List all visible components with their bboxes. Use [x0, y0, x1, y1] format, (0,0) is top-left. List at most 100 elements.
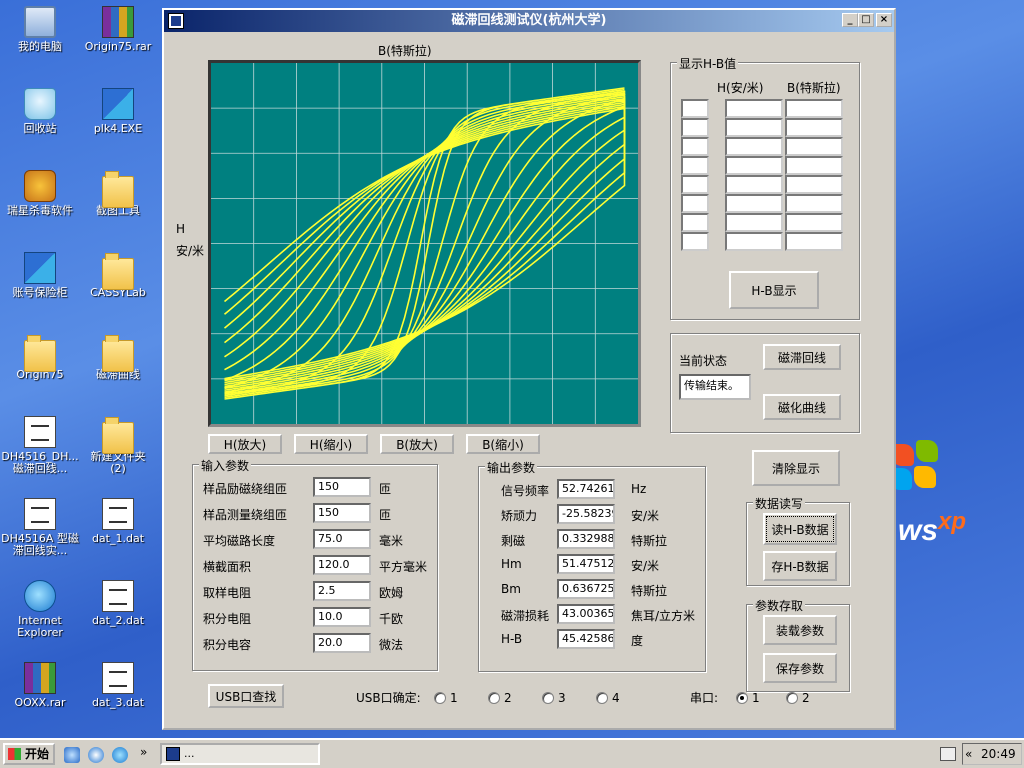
desktop-icon[interactable]: OOXX.rar	[0, 662, 80, 709]
desktop-icon[interactable]: Internet Explorer	[0, 580, 80, 639]
hb-b-cell	[785, 213, 843, 232]
desktop-icon[interactable]: 新建文件夹 (2)	[78, 416, 158, 475]
hb-display-button[interactable]: H-B显示	[729, 271, 819, 309]
desktop-icon[interactable]: 账号保险柜	[0, 252, 80, 299]
hysteresis-loop-button[interactable]: 磁滞回线	[763, 344, 841, 370]
input-params-field[interactable]: 20.0	[313, 633, 371, 653]
title-bar[interactable]: 磁滞回线测试仪(杭州大学) _ □ ×	[164, 10, 894, 32]
output-params-field[interactable]: 52.742616	[557, 479, 615, 499]
desktop-icon[interactable]: CASSYLab	[78, 252, 158, 299]
output-params-label: Bm	[501, 582, 521, 596]
desktop-icon[interactable]: 我的电脑	[0, 6, 80, 53]
input-params-label: 横截面积	[203, 560, 252, 574]
hb-h-cell	[725, 232, 783, 251]
output-params-field[interactable]: 51.475128	[557, 554, 615, 574]
desktop-icon[interactable]: DH4516A 型磁 滞回线实...	[0, 498, 80, 557]
keyboard-icon[interactable]	[940, 747, 956, 761]
hysteresis-loop-curve	[224, 90, 626, 397]
read-hb-data-button[interactable]: 读H-B数据	[763, 513, 837, 545]
exe-icon	[102, 88, 134, 120]
clear-display-button[interactable]: 清除显示	[752, 450, 840, 486]
input-params-field[interactable]: 10.0	[313, 607, 371, 627]
output-params-label: H-B	[501, 632, 523, 646]
desktop-icon-label: OOXX.rar	[14, 696, 66, 709]
hb-h-cell	[725, 118, 783, 137]
hysteresis-loop-curve	[223, 107, 626, 380]
h-zoom-out-button[interactable]: H(缩小)	[294, 434, 368, 454]
output-params-unit: 安/米	[631, 559, 660, 573]
plot-y-axis-label-h: H	[176, 222, 186, 236]
desktop-icon-label: Internet Explorer	[17, 614, 63, 639]
hb-index-cell	[681, 175, 709, 194]
quicklaunch-more-icon[interactable]: »	[140, 745, 148, 759]
hb-h-cell	[725, 99, 783, 118]
hb-index-cell	[681, 156, 709, 175]
h-zoom-in-button[interactable]: H(放大)	[208, 434, 282, 454]
hb-h-cell	[725, 156, 783, 175]
desktop-icon[interactable]: 截图工具	[78, 170, 158, 217]
output-params-field[interactable]: 0.332988	[557, 529, 615, 549]
recycle-icon	[24, 88, 56, 120]
desktop-icon[interactable]: dat_2.dat	[78, 580, 158, 627]
output-params-field[interactable]: -25.58239	[557, 504, 615, 524]
window-title: 磁滞回线测试仪(杭州大学)	[451, 13, 607, 28]
usb-port-radio-3[interactable]	[542, 692, 554, 704]
internet-explorer-icon[interactable]	[112, 747, 128, 763]
taskbar: 开始 » ... « 20:49	[0, 738, 1024, 768]
serial-port-radio-2[interactable]	[786, 692, 798, 704]
output-params-field[interactable]: 0.636725	[557, 579, 615, 599]
media-player-icon[interactable]	[88, 747, 104, 763]
desktop-icon-label: dat_3.dat	[91, 696, 145, 709]
desktop-icon[interactable]: dat_1.dat	[78, 498, 158, 545]
usb-port-radio-1[interactable]	[434, 692, 446, 704]
input-params-unit: 微法	[379, 638, 404, 652]
output-params-unit: 安/米	[631, 509, 660, 523]
desktop-icon[interactable]: 回收站	[0, 88, 80, 135]
hb-values-title: 显示H-B值	[677, 55, 739, 72]
lion-icon	[24, 170, 56, 202]
folder-icon	[102, 171, 134, 208]
input-params-field[interactable]: 75.0	[313, 529, 371, 549]
desktop-icon[interactable]: dat_3.dat	[78, 662, 158, 709]
output-params-field[interactable]: 43.003651	[557, 604, 615, 624]
input-params-field[interactable]: 150	[313, 477, 371, 497]
start-button[interactable]: 开始	[3, 743, 55, 765]
input-params-field[interactable]: 120.0	[313, 555, 371, 575]
desktop-icon[interactable]: DH4516_DH... 磁滞回线...	[0, 416, 80, 475]
desktop-icon[interactable]: 磁滞曲线	[78, 334, 158, 381]
desktop-icon[interactable]: 瑞星杀毒软件	[0, 170, 80, 217]
clock[interactable]: 20:49	[981, 747, 1016, 761]
b-zoom-out-button[interactable]: B(缩小)	[466, 434, 540, 454]
desktop-icon[interactable]: Origin75.rar	[78, 6, 158, 53]
load-params-button[interactable]: 装载参数	[763, 615, 837, 645]
folder-icon	[24, 335, 56, 372]
desktop-icon[interactable]: Origin75	[0, 334, 80, 381]
save-hb-data-button[interactable]: 存H-B数据	[763, 551, 837, 581]
taskbar-app-button[interactable]: ...	[160, 743, 320, 765]
app-icon[interactable]	[168, 13, 184, 29]
input-params-field[interactable]: 150	[313, 503, 371, 523]
serial-port-label: 串口:	[690, 691, 719, 705]
show-desktop-icon[interactable]	[64, 747, 80, 763]
tray-expand-icon[interactable]: «	[965, 747, 973, 761]
hysteresis-plot	[208, 60, 641, 427]
input-params-field[interactable]: 2.5	[313, 581, 371, 601]
usb-find-button[interactable]: USB口查找	[208, 684, 284, 708]
minimize-button[interactable]: _	[842, 13, 858, 27]
hb-values-group: 显示H-B值 H(安/米) B(特斯拉) H-B显示	[670, 55, 860, 320]
doc-icon	[24, 416, 56, 448]
b-zoom-in-button[interactable]: B(放大)	[380, 434, 454, 454]
usb-port-radio-4[interactable]	[596, 692, 608, 704]
app-window: 磁滞回线测试仪(杭州大学) _ □ × B(特斯拉) H 安/米 H(放大) H(…	[162, 8, 896, 730]
usb-port-radio-2[interactable]	[488, 692, 500, 704]
output-params-field[interactable]: 45.425868	[557, 629, 615, 649]
maximize-button[interactable]: □	[858, 13, 874, 27]
desktop-icon-label: 新建文件夹 (2)	[90, 450, 146, 475]
desktop-icon[interactable]: plk4.EXE	[78, 88, 158, 135]
magnetization-curve-button[interactable]: 磁化曲线	[763, 394, 841, 420]
save-params-button[interactable]: 保存参数	[763, 653, 837, 683]
taskbar-app-label: ...	[184, 747, 195, 760]
serial-port-radio-1[interactable]	[736, 692, 748, 704]
desktop-icon-label: 账号保险柜	[12, 286, 68, 299]
close-button[interactable]: ×	[876, 13, 892, 27]
